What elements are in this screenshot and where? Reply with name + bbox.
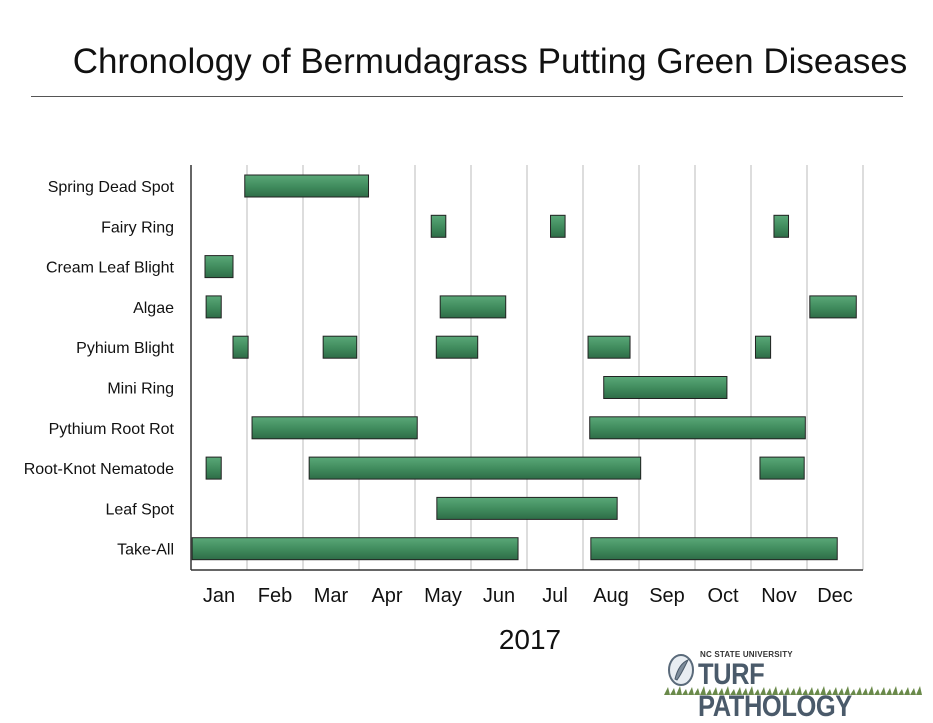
bar-fairy-ring (550, 214, 566, 238)
y-tick-label: Cream Leaf Blight (46, 260, 175, 277)
x-tick-label: Dec (817, 585, 853, 607)
bar-pythium-root-rot (589, 416, 806, 440)
y-tick-label: Pyhium Blight (76, 340, 174, 357)
bar-root-knot-nematode (759, 456, 805, 480)
x-tick-label: Nov (761, 585, 797, 607)
bar-pyhium-blight (587, 335, 631, 359)
bar-fairy-ring (773, 214, 790, 238)
turf-pathology-logo: NC STATE UNIVERSITY TURF PATHOLOGY (664, 649, 922, 723)
logo-university-text: NC STATE UNIVERSITY (700, 650, 793, 659)
bar-take-all (191, 537, 519, 561)
bar-algae (205, 295, 222, 319)
y-tick-label: Take-All (117, 542, 174, 559)
y-tick-label: Pythium Root Rot (49, 421, 175, 438)
bar-take-all (590, 537, 838, 561)
y-tick-label: Leaf Spot (106, 501, 175, 518)
x-tick-label: Jan (203, 585, 235, 607)
bar-cream-leaf-blight (204, 255, 234, 279)
y-tick-label: Algae (133, 300, 174, 317)
bar-root-knot-nematode (308, 456, 642, 480)
grass-decoration-icon (664, 686, 922, 695)
x-tick-label: Sep (649, 585, 685, 607)
bar-algae (809, 295, 857, 319)
bar-pythium-root-rot (251, 416, 418, 440)
x-tick-label: May (424, 585, 462, 607)
axis-labels: Spring Dead Spot Fairy Ring Cream Leaf Bli… (24, 179, 853, 607)
x-tick-label: Feb (258, 585, 292, 607)
title-divider (31, 96, 903, 97)
x-tick-label: Jun (483, 585, 515, 607)
y-tick-label: Spring Dead Spot (48, 179, 175, 196)
y-tick-label: Root-Knot Nematode (24, 461, 174, 478)
x-axis-label: 2017 (498, 624, 562, 655)
bar-leaf-spot (436, 496, 618, 520)
x-tick-label: Mar (314, 585, 349, 607)
bar-root-knot-nematode (205, 456, 222, 480)
turfgrass-leaf-icon (668, 654, 694, 686)
x-tick-label: Jul (542, 585, 568, 607)
page-title: Chronology of Bermudagrass Putting Green… (72, 42, 908, 81)
bar-pyhium-blight (754, 335, 772, 359)
bar-pyhium-blight (435, 335, 479, 359)
chart-area: Spring Dead Spot Fairy Ring Cream Leaf Bli… (24, 165, 864, 607)
x-tick-label: Aug (593, 585, 629, 607)
bar-spring-dead-spot (244, 174, 370, 198)
y-tick-label: Fairy Ring (101, 219, 174, 236)
bar-fairy-ring (430, 214, 447, 238)
bar-pyhium-blight (322, 335, 358, 359)
bars (191, 174, 857, 561)
bar-mini-ring (603, 376, 728, 399)
bar-pyhium-blight (232, 335, 249, 359)
y-tick-label: Mini Ring (107, 381, 174, 398)
bar-algae (439, 295, 507, 319)
axes (190, 165, 863, 571)
x-tick-label: Apr (371, 585, 402, 607)
x-tick-label: Oct (707, 585, 739, 607)
